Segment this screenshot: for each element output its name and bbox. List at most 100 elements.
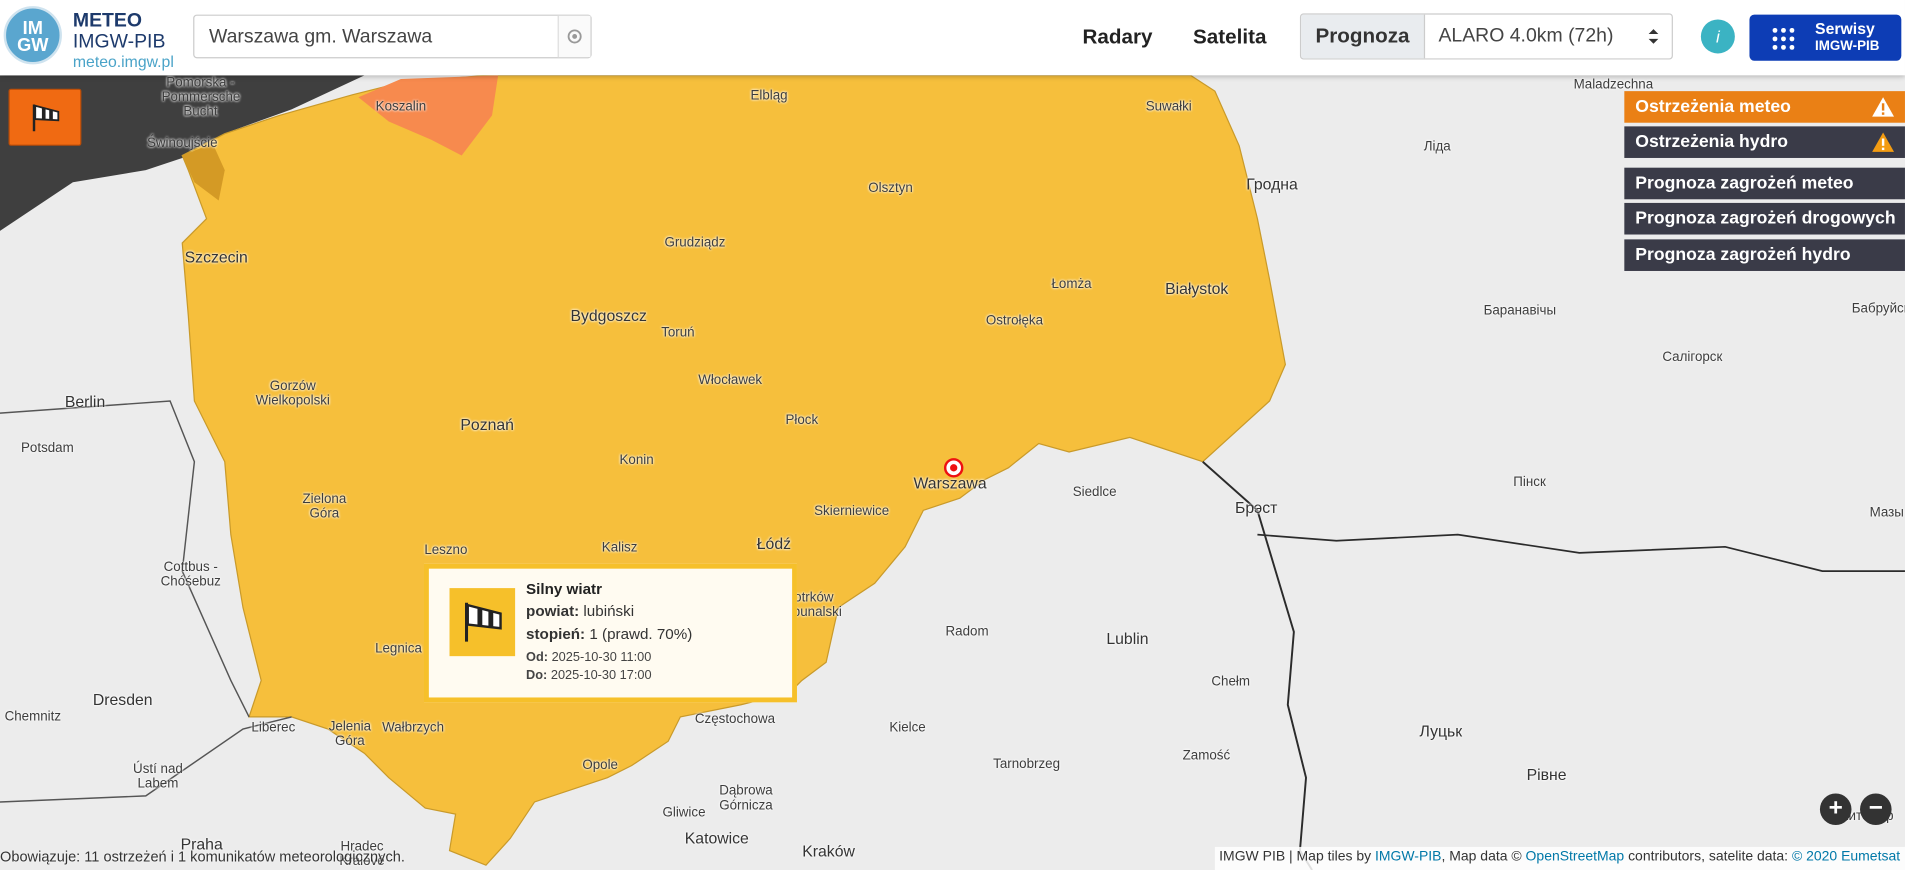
map-label: Warszawa bbox=[913, 473, 987, 493]
map-label: Jelenia Góra bbox=[328, 719, 372, 749]
logo[interactable]: IM GW bbox=[3, 6, 62, 65]
map-label: Tarnobrzeg bbox=[993, 757, 1061, 772]
map-label: Брэст bbox=[1235, 498, 1278, 517]
map-label: Częstochowa bbox=[694, 712, 776, 727]
services-label: Serwisy bbox=[1815, 19, 1875, 38]
map-label: Włocławek bbox=[698, 373, 763, 388]
zoom-in[interactable]: + bbox=[1819, 793, 1852, 826]
panel-item-label: Prognoza zagrożeń hydro bbox=[1635, 245, 1851, 265]
popup-row: Do: 2025-10-30 17:00 bbox=[526, 668, 652, 683]
locate-button[interactable] bbox=[557, 15, 591, 58]
header: IM GW METEO IMGW-PIB meteo.imgw.pl Warsza… bbox=[0, 0, 1905, 76]
map-label: Ліда bbox=[1423, 139, 1451, 155]
popup-row: stopień: 1 (prawd. 70%) bbox=[526, 626, 692, 643]
map-label: Poznań bbox=[460, 415, 514, 434]
map-label: Hradec Králové bbox=[339, 839, 385, 869]
warning-panel-item[interactable]: Ostrzeżenia meteo bbox=[1624, 91, 1905, 123]
map-label: Салігорск bbox=[1662, 349, 1723, 365]
info-button[interactable]: i bbox=[1700, 19, 1735, 54]
popup-key: Od: bbox=[526, 650, 549, 665]
locate-icon bbox=[567, 29, 582, 44]
map-label: Szczecin bbox=[184, 247, 248, 267]
popup-key: Do: bbox=[526, 668, 548, 683]
warning-panel-item[interactable]: Prognoza zagrożeń meteo bbox=[1624, 167, 1905, 200]
map-label: Ústí nad Labem bbox=[133, 761, 183, 792]
logo-mark: GW bbox=[17, 35, 49, 56]
map-label: Bydgoszcz bbox=[570, 306, 647, 325]
map-label: Баранавічы bbox=[1483, 303, 1557, 319]
warning-icon bbox=[1872, 132, 1895, 152]
map-label: Siedlce bbox=[1072, 484, 1117, 500]
warning-popup: Silny wiatr powiat: lubiński stopień: 1 … bbox=[424, 563, 797, 703]
popup-value: 2025-10-30 17:00 bbox=[550, 668, 652, 683]
search-box[interactable]: Warszawa gm. Warszawa bbox=[193, 14, 592, 59]
map-label: Grudziądz bbox=[664, 235, 726, 251]
location-marker-dot bbox=[950, 464, 958, 472]
map-label: Chemnitz bbox=[4, 709, 62, 725]
forecast-label[interactable]: Prognoza bbox=[1301, 14, 1426, 59]
map-label: Łódź bbox=[756, 534, 792, 553]
map-label: Białystok bbox=[1165, 279, 1229, 298]
popup-title: Silny wiatr bbox=[526, 580, 603, 598]
popup-value: 2025-10-30 11:00 bbox=[551, 650, 652, 665]
map-label: Płock bbox=[785, 413, 819, 428]
panel-item-label: Ostrzeżenia meteo bbox=[1635, 97, 1791, 117]
warnings-layer-button[interactable] bbox=[8, 88, 82, 146]
map-label: Chełm bbox=[1211, 674, 1251, 689]
map-label: Radom bbox=[945, 624, 989, 640]
map-label: Świnoujście bbox=[146, 136, 218, 151]
map-label: Pomorska - Pommersche Bucht bbox=[161, 75, 241, 120]
warning-panel-item[interactable]: Ostrzeżenia hydro bbox=[1624, 126, 1905, 158]
attribution-link[interactable]: IMGW-PIB bbox=[1374, 849, 1442, 864]
map-label: Berlin bbox=[64, 392, 106, 411]
level-1-dark-area bbox=[182, 143, 225, 201]
border bbox=[1257, 533, 1905, 572]
map-label: Cottbus - Chóśebuz bbox=[160, 560, 221, 590]
windsock-icon bbox=[465, 602, 502, 642]
services-label: IMGW-PIB bbox=[1815, 38, 1880, 54]
attribution-link[interactable]: © 2020 Eumetsat bbox=[1791, 849, 1901, 864]
map-label: Elbląg bbox=[750, 88, 788, 104]
zoom-out[interactable]: − bbox=[1860, 793, 1892, 826]
map-label: Skierniewice bbox=[814, 504, 890, 519]
logo-subtitle: IMGW-PIB bbox=[72, 31, 166, 53]
map-label: Olsztyn bbox=[868, 181, 913, 196]
warning-panel-item[interactable]: Prognoza zagrożeń hydro bbox=[1624, 239, 1905, 271]
map-label: Opole bbox=[582, 758, 618, 773]
map-label: Gliwice bbox=[662, 805, 706, 821]
warning-panel-item[interactable]: Prognoza zagrożeń drogowych bbox=[1624, 202, 1905, 235]
map-label: Рівне bbox=[1526, 765, 1567, 784]
map-label: Katowice bbox=[684, 828, 749, 847]
logo-mark: IM bbox=[22, 18, 43, 39]
map-label: Koszalin bbox=[375, 99, 427, 115]
map-label: Гродна bbox=[1246, 174, 1298, 194]
map-label: Praha bbox=[180, 834, 223, 854]
attribution-text: contributors, satelite data: bbox=[1624, 849, 1792, 864]
panel-item-label: Prognoza zagrożeń meteo bbox=[1635, 173, 1854, 194]
border bbox=[0, 716, 292, 803]
attribution-link[interactable]: OpenStreetMap bbox=[1525, 849, 1625, 864]
logo-url[interactable]: meteo.imgw.pl bbox=[72, 52, 174, 71]
border bbox=[1202, 461, 1313, 870]
map-label: Potsdam bbox=[21, 441, 74, 456]
services-button[interactable]: Serwisy IMGW-PIB bbox=[1749, 14, 1902, 61]
map-label: Maladzechna bbox=[1573, 77, 1654, 93]
attribution: IMGW PIB | Map tiles by IMGW-PIB, Map da… bbox=[1214, 846, 1905, 870]
model-select[interactable]: ALARO 4.0km (72h) bbox=[1438, 25, 1614, 47]
search-text: Warszawa gm. Warszawa bbox=[208, 26, 433, 48]
popup-row: Od: 2025-10-30 11:00 bbox=[526, 650, 651, 665]
map-label: Пінск bbox=[1513, 475, 1546, 490]
sea bbox=[0, 75, 365, 231]
nav-link[interactable]: Satelita bbox=[1193, 25, 1267, 49]
map-label: Бабруйск bbox=[1851, 301, 1905, 316]
map-label: Мазы bbox=[1869, 505, 1904, 521]
popup-key: stopień: bbox=[526, 625, 586, 643]
forecast-control: Prognoza ALARO 4.0km (72h) bbox=[1299, 13, 1673, 60]
level-2-area bbox=[358, 75, 499, 156]
nav-link[interactable]: Radary bbox=[1082, 25, 1153, 49]
map-label: Kraków bbox=[802, 842, 855, 861]
map-label: Wałbrzych bbox=[382, 720, 445, 736]
panel-item-label: Prognoza zagrożeń drogowych bbox=[1635, 208, 1896, 229]
